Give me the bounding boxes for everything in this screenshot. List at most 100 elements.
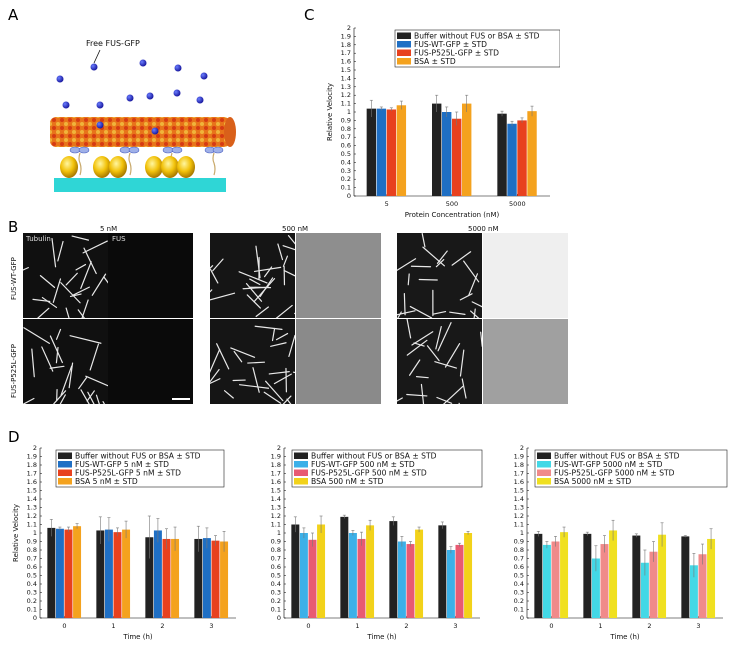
y-tick-label: 0.1	[271, 606, 281, 614]
y-tick-label: 1.4	[514, 495, 524, 503]
filament	[282, 245, 295, 251]
filament	[473, 308, 476, 318]
y-tick-label: 0.5	[341, 150, 351, 158]
bar	[455, 544, 464, 618]
micrograph-5000nm-p525l-fus	[483, 319, 568, 404]
filament	[287, 235, 295, 245]
filament	[480, 331, 482, 347]
filament	[55, 346, 59, 364]
bar	[600, 544, 609, 618]
y-tick-label: 1	[520, 529, 524, 537]
y-tick-label: 0.7	[271, 555, 281, 563]
y-tick-label: 0.8	[271, 546, 281, 554]
filament	[80, 389, 90, 404]
micrograph-5000nm-p525l-tubulin	[397, 319, 482, 404]
bar	[497, 113, 507, 196]
bar	[432, 103, 442, 196]
bar	[527, 111, 537, 196]
y-tick-label: 1.9	[341, 32, 351, 40]
filament	[470, 310, 480, 318]
filament	[210, 265, 214, 270]
filament	[77, 309, 85, 318]
row-label-wt: FUS-WT-GFP	[10, 257, 18, 300]
filament	[210, 289, 213, 293]
filament	[255, 245, 261, 279]
bar	[658, 534, 667, 618]
filament	[435, 326, 442, 350]
y-axis-label: Relative Velocity	[12, 504, 20, 562]
bar	[609, 530, 618, 618]
filament	[89, 343, 100, 371]
y-tick-label: 1	[33, 529, 37, 537]
y-tick-label: 0.6	[514, 563, 524, 571]
filament	[246, 294, 261, 309]
filament	[397, 310, 416, 316]
y-tick-label: 1.6	[27, 478, 37, 486]
bar	[104, 529, 113, 618]
y-tick-label: 1.8	[271, 461, 281, 469]
schematic: Free FUS-GFP	[20, 30, 250, 200]
filament	[51, 238, 57, 268]
y-tick-label: 1.2	[341, 91, 351, 99]
filament	[83, 247, 97, 275]
y-tick-label: 1.5	[514, 487, 524, 495]
legend: Buffer without FUS or BSA ± STDFUS-WT-GF…	[394, 29, 560, 68]
micrograph-5nm-wt-tubulin	[23, 233, 108, 318]
y-tick-label: 1.3	[27, 504, 37, 512]
filament	[270, 342, 287, 347]
filament	[277, 243, 284, 261]
filament	[49, 335, 63, 364]
x-axis-label: Time (h)	[122, 633, 153, 641]
filament	[443, 385, 464, 404]
filament	[271, 327, 276, 342]
legend-box	[291, 449, 483, 488]
y-tick-label: 1.6	[514, 478, 524, 486]
filament	[397, 258, 417, 272]
y-tick-label: 0	[277, 614, 281, 622]
free-fus-label: Free FUS-GFP	[86, 39, 140, 48]
filament	[254, 325, 283, 330]
y-tick-label: 1.2	[271, 512, 281, 520]
x-tick-label: 5000	[509, 200, 526, 208]
filament	[69, 293, 82, 298]
filament	[437, 322, 452, 352]
filament	[471, 301, 482, 308]
filament	[210, 369, 220, 383]
legend: Buffer without FUS or BSA ± STDFUS-WT-GF…	[534, 449, 728, 488]
bar	[171, 538, 180, 618]
legend-swatch	[537, 469, 551, 476]
y-tick-label: 0.2	[341, 175, 351, 183]
bar	[397, 541, 406, 618]
filament	[422, 246, 445, 267]
legend-swatch	[294, 452, 308, 459]
filament	[435, 259, 445, 268]
filament	[444, 342, 461, 368]
filament	[459, 293, 473, 301]
x-tick-label: 5	[385, 200, 389, 208]
filament	[82, 240, 108, 254]
chart-d2: 00.10.20.30.40.50.60.70.80.911.11.21.31.…	[271, 444, 483, 641]
filament	[75, 263, 87, 271]
y-tick-label: 0.9	[514, 538, 524, 546]
filament	[252, 367, 260, 393]
bar	[396, 105, 407, 196]
y-tick-label: 0.2	[514, 597, 524, 605]
microtubule	[50, 117, 236, 147]
filament	[406, 339, 428, 356]
micrograph-500nm-wt-tubulin	[210, 233, 295, 318]
filament	[216, 343, 230, 370]
x-tick-label: 3	[453, 622, 457, 630]
filament	[449, 311, 466, 315]
bar	[689, 565, 698, 618]
filament	[282, 395, 292, 404]
filament	[273, 373, 292, 385]
filament	[434, 361, 457, 369]
bar	[442, 112, 452, 196]
y-tick-label: 0.9	[27, 538, 37, 546]
y-tick-label: 1.7	[341, 49, 351, 57]
filament	[23, 397, 35, 404]
filament	[275, 304, 293, 318]
filament	[288, 334, 295, 357]
filament	[55, 328, 62, 340]
filament	[49, 365, 65, 369]
